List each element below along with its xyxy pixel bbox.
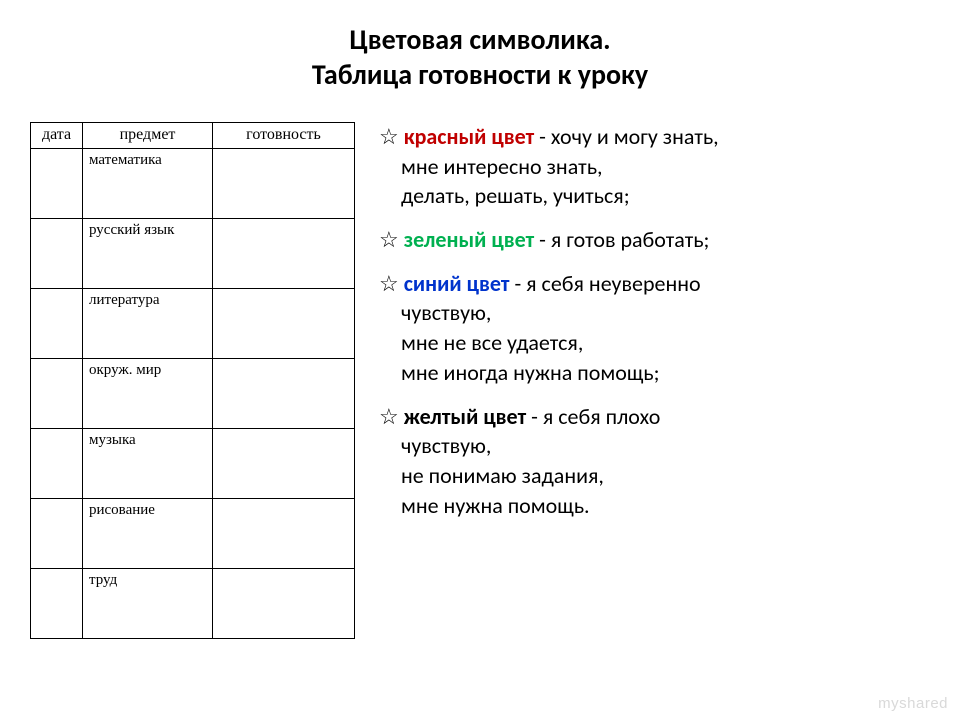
star-icon: ☆ bbox=[379, 270, 404, 297]
table-row: окруж. мир bbox=[31, 359, 355, 429]
title-line-1: Цветовая символика. bbox=[0, 22, 960, 57]
legend-continuation: чувствую, bbox=[373, 298, 940, 328]
date-cell bbox=[31, 569, 83, 639]
legend-continuation: мне интересно знать, bbox=[373, 152, 940, 182]
readiness-table: дата предмет готовность математикарусски… bbox=[30, 122, 355, 639]
legend-item: ☆ желтый цвет - я себя плохочувствую,не … bbox=[373, 402, 940, 521]
date-cell bbox=[31, 429, 83, 499]
legend-tail: - я готов работать; bbox=[534, 226, 709, 253]
content-area: дата предмет готовность математикарусски… bbox=[0, 92, 960, 639]
readiness-cell bbox=[213, 359, 355, 429]
readiness-cell bbox=[213, 289, 355, 359]
date-cell bbox=[31, 359, 83, 429]
date-cell bbox=[31, 499, 83, 569]
table-row: математика bbox=[31, 149, 355, 219]
date-cell bbox=[31, 289, 83, 359]
legend-label: желтый цвет bbox=[404, 403, 526, 430]
legend-tail: - я себя неуверенно bbox=[509, 270, 700, 297]
star-icon: ☆ bbox=[379, 226, 404, 253]
table-row: музыка bbox=[31, 429, 355, 499]
legend-first-line: ☆ желтый цвет - я себя плохо bbox=[373, 402, 940, 432]
date-cell bbox=[31, 219, 83, 289]
table-row: труд bbox=[31, 569, 355, 639]
legend-tail: - хочу и могу знать, bbox=[534, 123, 718, 150]
legend-first-line: ☆ синий цвет - я себя неуверенно bbox=[373, 269, 940, 299]
legend-first-line: ☆ зеленый цвет - я готов работать; bbox=[373, 225, 940, 255]
legend-item: ☆ зеленый цвет - я готов работать; bbox=[373, 225, 940, 255]
star-icon: ☆ bbox=[379, 403, 404, 430]
readiness-cell bbox=[213, 219, 355, 289]
col-readiness: готовность bbox=[213, 123, 355, 149]
legend-continuation: мне нужна помощь. bbox=[373, 491, 940, 521]
readiness-cell bbox=[213, 499, 355, 569]
legend-continuation: делать, решать, учиться; bbox=[373, 181, 940, 211]
subject-cell: музыка bbox=[83, 429, 213, 499]
readiness-cell bbox=[213, 149, 355, 219]
legend-continuation: мне иногда нужна помощь; bbox=[373, 358, 940, 388]
legend-tail: - я себя плохо bbox=[526, 403, 660, 430]
subject-cell: окруж. мир bbox=[83, 359, 213, 429]
legend-continuation: мне не все удается, bbox=[373, 328, 940, 358]
title-line-2: Таблица готовности к уроку bbox=[0, 57, 960, 92]
subject-cell: рисование bbox=[83, 499, 213, 569]
legend-label: синий цвет bbox=[404, 270, 510, 297]
subject-cell: математика bbox=[83, 149, 213, 219]
legend-label: зеленый цвет bbox=[404, 226, 534, 253]
readiness-cell bbox=[213, 569, 355, 639]
slide-title: Цветовая символика. Таблица готовности к… bbox=[0, 0, 960, 92]
subject-cell: русский язык bbox=[83, 219, 213, 289]
watermark: myshared bbox=[878, 695, 948, 712]
col-date: дата bbox=[31, 123, 83, 149]
color-legend: ☆ красный цвет - хочу и могу знать,мне и… bbox=[355, 122, 940, 639]
legend-continuation: не понимаю задания, bbox=[373, 461, 940, 491]
subject-cell: литература bbox=[83, 289, 213, 359]
legend-item: ☆ красный цвет - хочу и могу знать,мне и… bbox=[373, 122, 940, 211]
readiness-table-wrap: дата предмет готовность математикарусски… bbox=[30, 122, 355, 639]
table-row: русский язык bbox=[31, 219, 355, 289]
legend-item: ☆ синий цвет - я себя неуверенночувствую… bbox=[373, 269, 940, 388]
legend-continuation: чувствую, bbox=[373, 431, 940, 461]
star-icon: ☆ bbox=[379, 123, 404, 150]
col-subject: предмет bbox=[83, 123, 213, 149]
table-row: рисование bbox=[31, 499, 355, 569]
table-header-row: дата предмет готовность bbox=[31, 123, 355, 149]
legend-first-line: ☆ красный цвет - хочу и могу знать, bbox=[373, 122, 940, 152]
readiness-cell bbox=[213, 429, 355, 499]
legend-label: красный цвет bbox=[404, 123, 534, 150]
date-cell bbox=[31, 149, 83, 219]
subject-cell: труд bbox=[83, 569, 213, 639]
table-row: литература bbox=[31, 289, 355, 359]
